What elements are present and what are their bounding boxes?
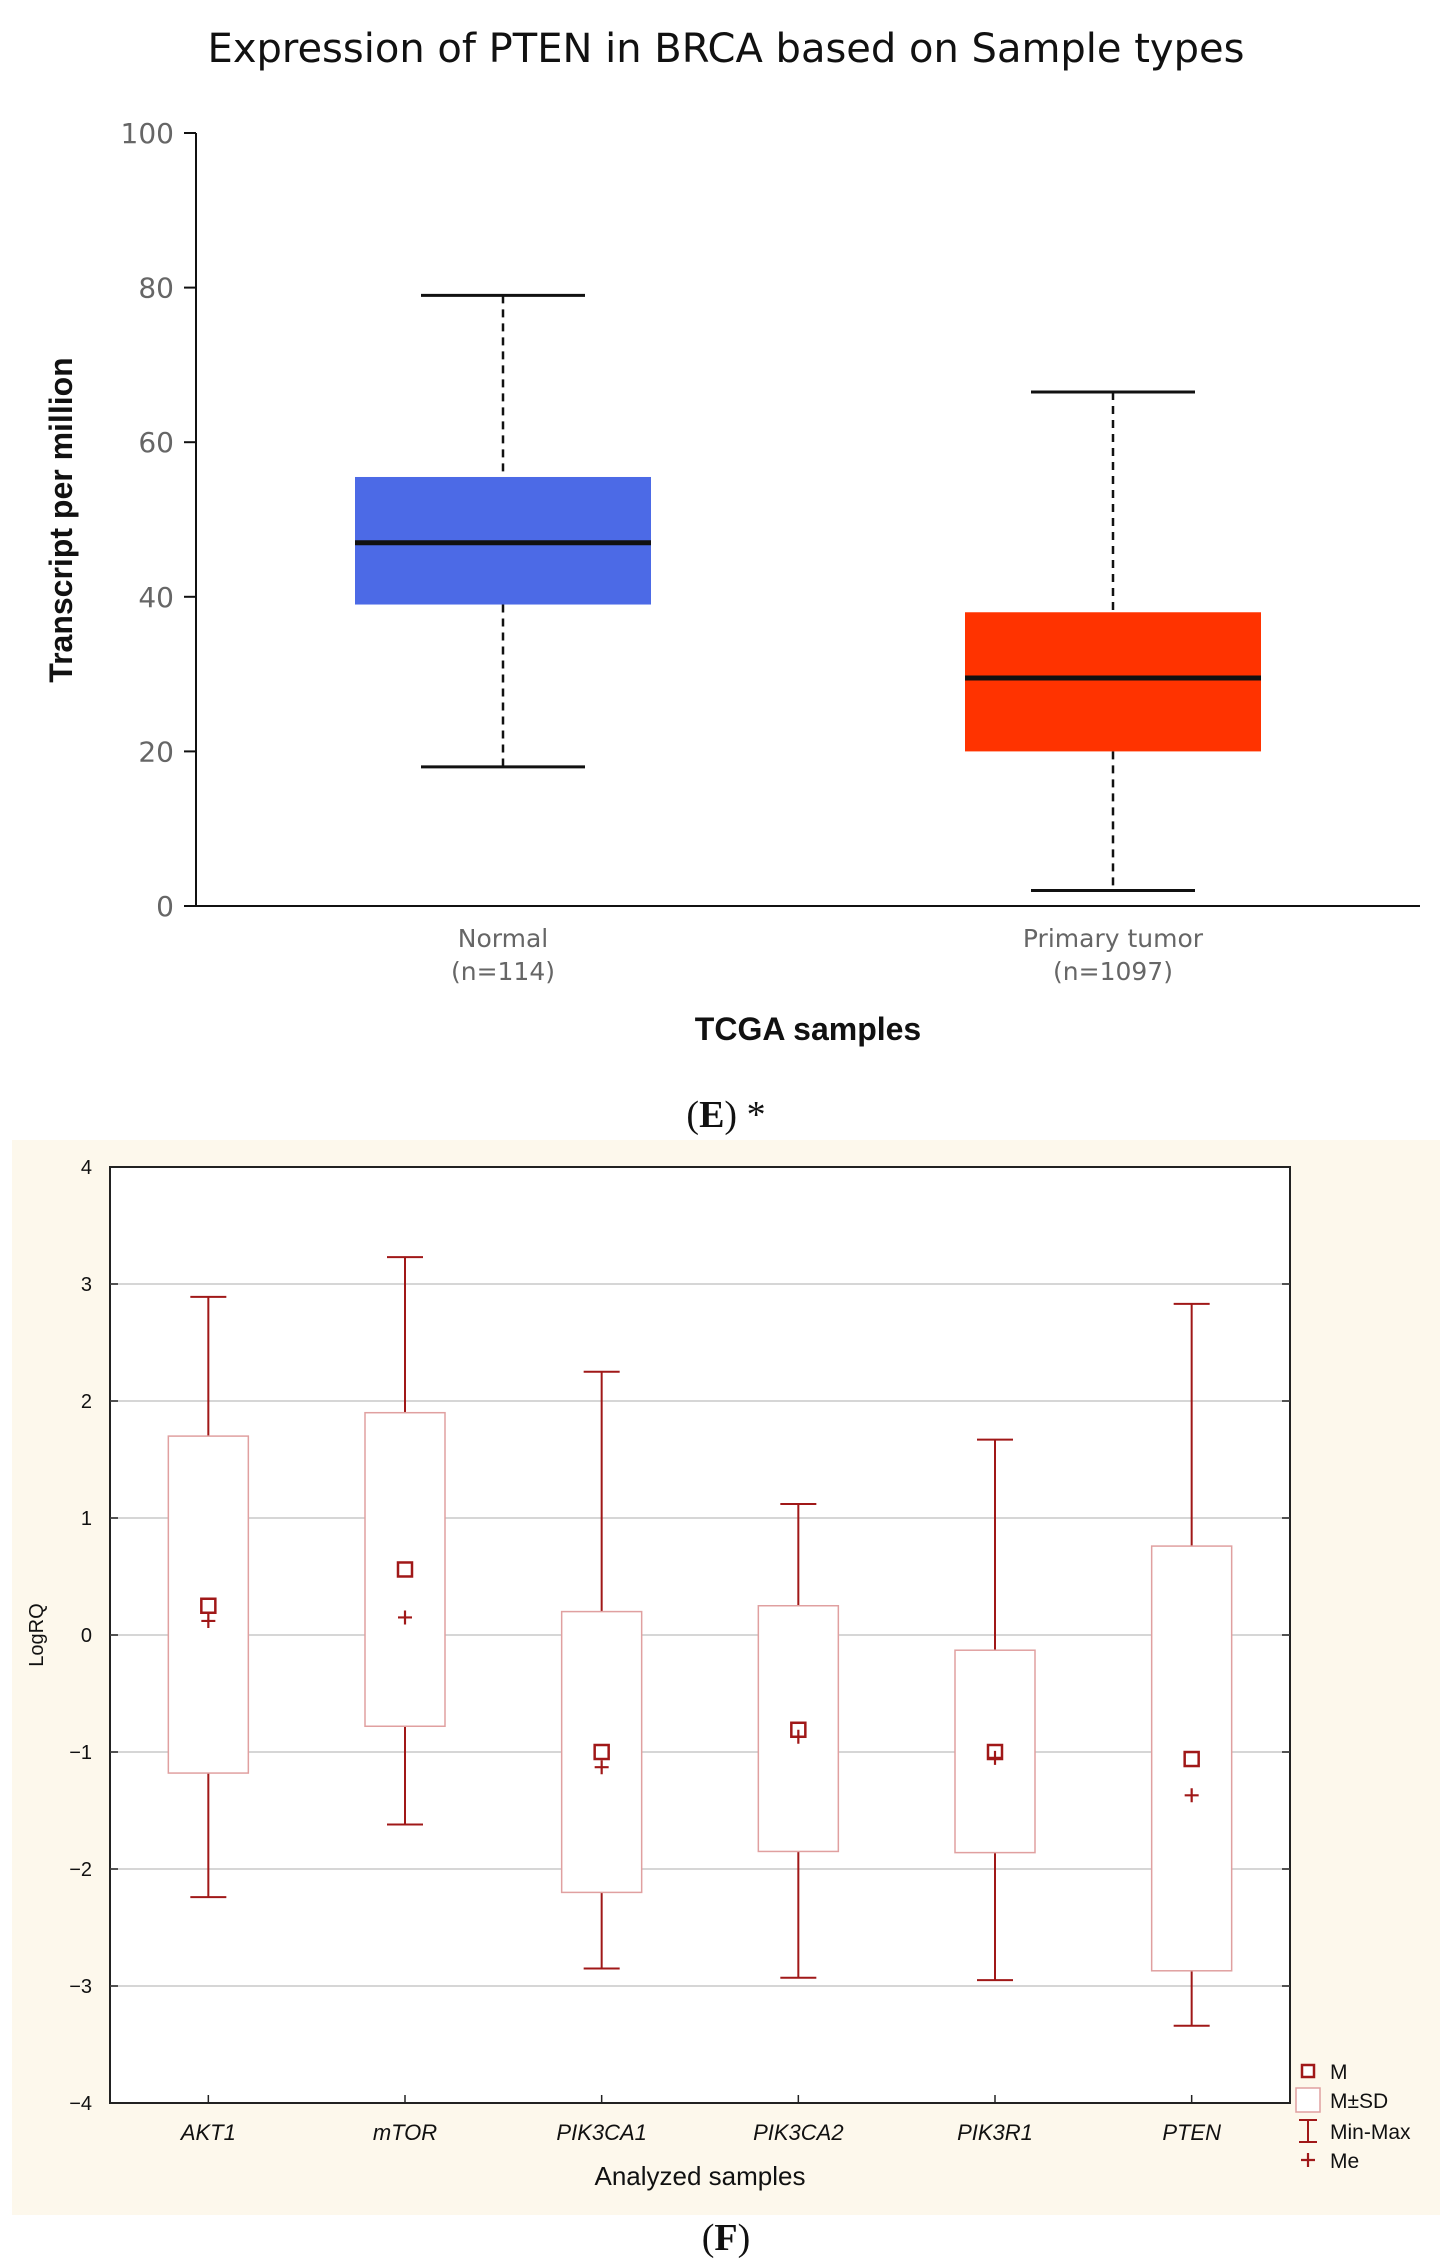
- legend-median-symbol: [1301, 2153, 1315, 2167]
- box-f-mean-marker: [1183, 1750, 1200, 1768]
- chart-e-x-label: TCGA samples: [695, 1011, 921, 1047]
- chart-f-category-label: PTEN: [1162, 2120, 1221, 2145]
- chart-f-y-tick-label: 2: [81, 1391, 92, 1413]
- chart-f-y-tick-label: −1: [69, 1742, 92, 1764]
- chart-f-category-label: PIK3CA1: [556, 2120, 647, 2145]
- chart-e-y-tick-label: 100: [121, 117, 174, 150]
- caption-f-letter: F: [714, 2217, 737, 2259]
- caption-e-letter: E: [699, 1094, 724, 1136]
- caption-e: (E) *: [686, 1094, 765, 1136]
- box-f-median-marker: [791, 1729, 806, 1744]
- chart-f-y-tick-label: 3: [81, 1274, 92, 1296]
- chart-e-category-label: Normal: [458, 924, 548, 953]
- chart-e-y-tick-label: 60: [138, 426, 174, 459]
- chart-f-y-label: LogRQ: [26, 1603, 48, 1666]
- chart-f-y-tick-label: −4: [69, 2093, 92, 2115]
- chart-e-y-tick-label: 20: [138, 735, 174, 768]
- box-f-median-marker: [398, 1610, 412, 1625]
- box-f-mean-marker: [593, 1743, 610, 1761]
- legend-label: M: [1330, 2061, 1348, 2084]
- chart-f-y-tick-label: 1: [81, 1508, 92, 1530]
- caption-f: (F): [702, 2217, 751, 2259]
- svg-text:(E) *: (E) *: [686, 1094, 765, 1136]
- chart-e-y-label: Transcript per million: [43, 357, 79, 682]
- chart-f-category-label: mTOR: [373, 2120, 437, 2145]
- chart-f-y-tick-label: 0: [81, 1625, 92, 1647]
- legend-sd-symbol: [1295, 2087, 1321, 2113]
- chart-e-category-label: Primary tumor: [1023, 924, 1204, 953]
- legend-label: Min-Max: [1330, 2121, 1411, 2144]
- legend-label: M±SD: [1330, 2090, 1388, 2113]
- legend-mean-symbol: [1300, 2063, 1316, 2079]
- chart-f-category-label: AKT1: [179, 2120, 236, 2145]
- chart-e-y-tick-label: 80: [138, 272, 174, 305]
- chart-e-y-tick-label: 40: [138, 581, 174, 614]
- chart-f-y-tick-label: −2: [69, 1859, 92, 1881]
- chart-e-y-tick-label: 0: [156, 890, 174, 923]
- panel-f-chart: −4 −3 −2 −1 0 1 2 3 4 AKT1 mTOR PIK3CA1 PIK3CA2 PIK3…: [12, 1140, 1440, 2259]
- chart-f-legend: M M±SD Min-Max Me: [1295, 2061, 1411, 2173]
- legend-label: Me: [1330, 2150, 1359, 2173]
- chart-f-category-label: PIK3CA2: [753, 2120, 844, 2145]
- chart-e-category-count: (n=114): [451, 957, 555, 986]
- panel-e-chart: Expression of PTEN in BRCA based on Samp…: [43, 26, 1420, 1136]
- box-f-mean-marker: [200, 1597, 217, 1614]
- box-f-median-marker: [988, 1750, 1002, 1765]
- box-f-median-marker: [1184, 1788, 1199, 1803]
- box-f-sd-box: [364, 1411, 446, 1728]
- box-f-mean-marker: [396, 1561, 414, 1578]
- svg-text:(F): (F): [702, 2217, 751, 2259]
- chart-f-y-tick-label: 4: [81, 1157, 92, 1179]
- chart-f-category-label: PIK3R1: [957, 2120, 1033, 2145]
- box-f-median-marker: [201, 1613, 216, 1628]
- legend-minmax-symbol: [1299, 2119, 1317, 2143]
- chart-e-category-count: (n=1097): [1053, 957, 1173, 986]
- box-f-median-marker: [594, 1760, 609, 1775]
- caption-e-suffix: *: [737, 1094, 766, 1136]
- chart-f-x-label: Analyzed samples: [595, 2161, 806, 2191]
- chart-f-y-tick-label: −3: [69, 1976, 92, 1998]
- box-e-iqr: [965, 612, 1261, 752]
- chart-e-title: Expression of PTEN in BRCA based on Samp…: [208, 26, 1245, 72]
